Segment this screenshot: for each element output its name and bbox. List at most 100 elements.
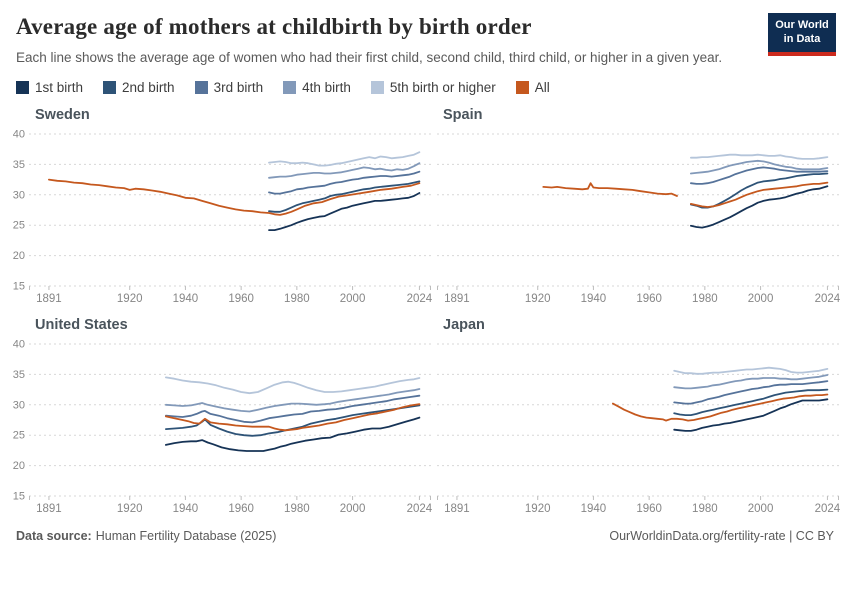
gridlines <box>437 133 839 287</box>
line-1st-birth-united-states[interactable] <box>164 417 421 453</box>
x-tick-label: 1980 <box>692 293 718 305</box>
legend-item-2nd-birth[interactable]: 2nd birth <box>103 80 175 95</box>
chart-legend: 1st birth 2nd birth 3rd birth 4th birth 5th … <box>0 80 850 95</box>
gridlines: 40 35 30 25 20 15 <box>13 339 431 503</box>
line-all-spain[interactable] <box>542 182 678 198</box>
y-tick-label: 20 <box>13 460 25 472</box>
footer-license: CC BY <box>795 529 834 544</box>
panel-japan: Japan 1891 1920 1940 1960 1980 2000 2024 <box>425 317 850 515</box>
panel-sweden: Sweden 40 35 30 25 20 15 1891 1920 1940 1960 1980 20… <box>0 107 433 306</box>
line-5th-birth-or-higher-united-states[interactable] <box>164 376 421 395</box>
line-1st-birth-sweden[interactable] <box>268 192 421 232</box>
line-4th-birth-united-states[interactable] <box>164 388 421 413</box>
x-tick-label: 1920 <box>525 503 551 515</box>
x-tick-label: 1940 <box>581 293 607 305</box>
chart-subtitle: Each line shows the average age of women… <box>16 50 723 65</box>
legend-item-4th-birth[interactable]: 4th birth <box>283 80 351 95</box>
legend-item-3rd-birth[interactable]: 3rd birth <box>194 80 264 96</box>
x-tick-label: 1980 <box>692 503 718 515</box>
x-tick-label: 1891 <box>444 503 470 515</box>
x-tick-label: 1920 <box>525 293 551 305</box>
line-3rd-birth-japan[interactable] <box>673 380 829 405</box>
header: Average age of mothers at childbirth by … <box>0 0 850 67</box>
x-tick-label: 1940 <box>173 503 199 515</box>
owid-logo-red-bar <box>768 51 836 56</box>
line-all-united-states[interactable] <box>164 403 421 432</box>
line-all-spain[interactable] <box>689 182 829 209</box>
legend-swatch-all <box>515 81 529 95</box>
data-source-label: Data source: <box>16 529 92 544</box>
owid-logo-line1: Our World <box>775 19 829 31</box>
legend-swatch-birth3 <box>194 81 208 95</box>
panel-united-states: United States 40 35 30 25 20 15 1891 1920 1940 196… <box>0 317 433 516</box>
legend-swatch-birth5 <box>370 81 384 95</box>
legend-label: 5th birth or higher <box>389 80 496 96</box>
line-4th-birth-sweden[interactable] <box>268 162 421 180</box>
line-3rd-birth-united-states[interactable] <box>164 395 421 424</box>
legend-swatch-birth1 <box>16 81 29 95</box>
legend-label: All <box>534 80 550 96</box>
line-3rd-birth-spain[interactable] <box>689 166 829 186</box>
panel-title-spain: Spain <box>443 107 483 124</box>
line-1st-birth-japan[interactable] <box>673 398 829 433</box>
x-axis: 1891 1920 1940 1960 1980 2000 2024 <box>437 286 841 305</box>
x-tick-label: 2000 <box>340 503 366 515</box>
legend-item-1st-birth[interactable]: 1st birth <box>16 80 83 95</box>
y-tick-label: 30 <box>13 400 25 412</box>
page-title: Average age of mothers at childbirth by … <box>16 14 532 39</box>
y-tick-label: 30 <box>13 190 25 202</box>
line-all-sweden[interactable] <box>48 179 421 217</box>
y-tick-label: 35 <box>13 159 25 171</box>
y-tick-label: 35 <box>13 369 25 381</box>
line-all-japan[interactable] <box>611 393 829 422</box>
chart-spain[interactable]: 1891 1920 1940 1960 1980 2000 2024 <box>425 126 850 305</box>
data-source-value: Human Fertility Database (2025) <box>95 529 277 544</box>
y-tick-label: 25 <box>13 430 25 442</box>
x-axis: 1891 1920 1940 1960 1980 2000 2024 <box>29 286 433 305</box>
legend-label: 3rd birth <box>213 80 264 96</box>
line-2nd-birth-japan[interactable] <box>673 389 829 417</box>
y-tick-label: 25 <box>13 220 25 232</box>
legend-item-all[interactable]: All <box>515 80 550 96</box>
x-tick-label: 2000 <box>340 293 366 305</box>
x-tick-label: 1960 <box>636 503 662 515</box>
y-tick-label: 15 <box>13 281 25 293</box>
line-1st-birth-spain[interactable] <box>689 185 829 229</box>
owid-logo[interactable]: Our World in Data <box>768 13 836 56</box>
footer-link[interactable]: OurWorldinData.org/fertility-rate <box>609 529 786 544</box>
page-root: Average age of mothers at childbirth by … <box>0 0 850 543</box>
x-tick-label: 2024 <box>407 503 433 515</box>
x-tick-label: 2024 <box>815 293 841 305</box>
line-5th-birth-or-higher-japan[interactable] <box>673 367 829 376</box>
x-tick-label: 1891 <box>36 503 62 515</box>
footer: Data source: Human Fertility Database (20… <box>0 529 850 543</box>
line-2nd-birth-sweden[interactable] <box>268 180 421 214</box>
x-tick-label: 1920 <box>117 293 143 305</box>
x-tick-label: 2000 <box>748 503 774 515</box>
chart-japan[interactable]: 1891 1920 1940 1960 1980 2000 2024 <box>425 336 850 515</box>
legend-swatch-birth2 <box>103 81 117 95</box>
x-axis: 1891 1920 1940 1960 1980 2000 2024 <box>29 496 433 515</box>
line-4th-birth-japan[interactable] <box>673 374 829 390</box>
y-tick-label: 15 <box>13 491 25 503</box>
footer-separator: | <box>789 529 793 544</box>
legend-label: 4th birth <box>302 80 351 96</box>
legend-label: 2nd birth <box>122 80 175 96</box>
owid-logo-text: Our World in Data <box>768 13 836 52</box>
footer-right: OurWorldinData.org/fertility-rate | CC B… <box>609 529 834 543</box>
line-4th-birth-spain[interactable] <box>689 160 829 175</box>
line-5th-birth-or-higher-sweden[interactable] <box>268 151 421 167</box>
legend-item-5th-birth-or-higher[interactable]: 5th birth or higher <box>370 80 496 96</box>
chart-sweden[interactable]: 40 35 30 25 20 15 1891 1920 1940 1960 1980 2000 2024 <box>0 126 433 306</box>
data-source: Data source: Human Fertility Database (20… <box>16 529 276 543</box>
line-3rd-birth-sweden[interactable] <box>268 171 421 195</box>
x-tick-label: 1891 <box>444 293 470 305</box>
y-tick-label: 20 <box>13 250 25 262</box>
legend-label: 1st birth <box>35 80 84 96</box>
y-tick-label: 40 <box>13 339 25 351</box>
panel-spain: Spain 1891 1920 1940 1960 1980 2000 2024 <box>425 107 850 305</box>
chart-united-states[interactable]: 40 35 30 25 20 15 1891 1920 1940 1960 1980 2000 2024 <box>0 336 433 516</box>
line-5th-birth-or-higher-spain[interactable] <box>689 154 829 161</box>
y-tick-label: 40 <box>13 129 25 141</box>
x-tick-label: 1891 <box>36 293 62 305</box>
